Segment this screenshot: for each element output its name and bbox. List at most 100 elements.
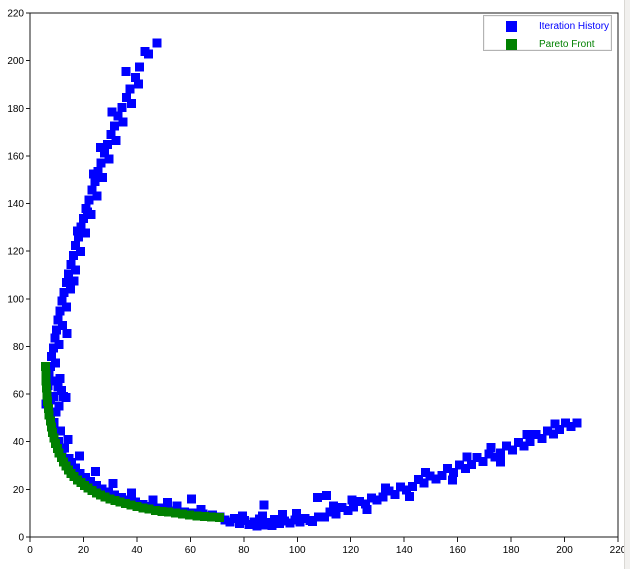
x-tick-label: 60: [185, 545, 197, 556]
scatter-point-pareto-front: [54, 448, 64, 458]
scatter-point-iteration-history: [522, 430, 532, 440]
scatter-point-iteration-history: [59, 288, 69, 298]
scatter-point-iteration-history: [319, 512, 329, 522]
scatter-point-iteration-history: [131, 72, 141, 82]
scatter-point-iteration-history: [117, 103, 127, 113]
scatter-point-iteration-history: [566, 421, 576, 431]
scatter-point-iteration-history: [252, 521, 262, 531]
scatter-point-pareto-front: [207, 512, 217, 522]
scatter-point-iteration-history: [57, 296, 67, 306]
scatter-point-iteration-history: [113, 111, 123, 121]
scatter-point-iteration-history: [45, 362, 55, 372]
pareto-front-marker-icon: [506, 39, 517, 50]
scatter-point-iteration-history: [237, 511, 247, 521]
y-tick-label: 20: [13, 485, 25, 496]
scatter-point-iteration-history: [90, 467, 100, 476]
scatter-point-pareto-front: [115, 497, 125, 507]
scatter-point-iteration-history: [55, 426, 65, 436]
scatter-point-iteration-history: [402, 485, 412, 495]
scatter-point-pareto-front: [163, 507, 173, 517]
scatter-point-iteration-history: [75, 469, 85, 479]
scatter-point-iteration-history: [87, 185, 97, 195]
scatter-point-pareto-front: [199, 512, 209, 522]
scatter-point-iteration-history: [407, 481, 417, 491]
scatter-point-iteration-history: [519, 441, 529, 451]
scatter-point-iteration-history: [91, 480, 101, 490]
scatter-point-pareto-front: [46, 422, 56, 432]
scatter-point-iteration-history: [66, 259, 76, 269]
scatter-point-iteration-history: [572, 418, 582, 428]
scatter-point-iteration-history: [70, 265, 80, 275]
scatter-point-pareto-front: [44, 410, 54, 420]
scatter-point-iteration-history: [230, 513, 240, 523]
scatter-point-iteration-history: [96, 158, 106, 168]
scatter-point-iteration-history: [125, 84, 135, 94]
scatter-point-iteration-history: [104, 154, 114, 164]
scatter-point-pareto-front: [42, 383, 52, 393]
scatter-point-iteration-history: [490, 452, 500, 462]
y-tick-label: 0: [18, 533, 24, 544]
window-right-edge: [624, 0, 630, 569]
scatter-point-iteration-history: [103, 487, 113, 497]
scatter-point-iteration-history: [496, 448, 506, 458]
scatter-point-pareto-front: [49, 433, 59, 443]
scatter-point-iteration-history: [55, 306, 65, 316]
scatter-point-iteration-history: [431, 474, 441, 484]
scatter-point-iteration-history: [127, 488, 137, 498]
scatter-point-iteration-history: [220, 515, 230, 525]
scatter-point-iteration-history: [525, 436, 535, 446]
scatter-point-iteration-history: [89, 169, 99, 179]
scatter-point-iteration-history: [295, 517, 305, 527]
scatter-point-iteration-history: [278, 510, 288, 520]
scatter-point-iteration-history: [290, 515, 300, 525]
scatter-point-iteration-history: [61, 302, 71, 312]
scatter-point-iteration-history: [337, 502, 347, 512]
x-tick-label: 80: [238, 545, 250, 556]
scatter-point-pareto-front: [42, 390, 52, 400]
scatter-point-iteration-history: [135, 62, 145, 72]
scatter-point-iteration-history: [54, 401, 64, 411]
scatter-point-iteration-history: [235, 519, 245, 529]
x-tick-label: 200: [556, 545, 573, 556]
scatter-point-iteration-history: [81, 228, 91, 238]
x-tick-label: 20: [78, 545, 90, 556]
scatter-point-iteration-history: [55, 374, 65, 384]
scatter-point-iteration-history: [99, 148, 109, 158]
scatter-point-iteration-history: [537, 433, 547, 443]
scatter-point-iteration-history: [259, 500, 269, 510]
scatter-point-iteration-history: [280, 516, 290, 526]
x-tick-label: 0: [27, 545, 33, 556]
scatter-point-pareto-front: [48, 428, 58, 438]
scatter-point-iteration-history: [267, 520, 277, 530]
scatter-point-pareto-front: [170, 508, 180, 518]
scatter-point-iteration-history: [550, 419, 560, 429]
scatter-point-pareto-front: [41, 376, 51, 386]
scatter-point-iteration-history: [126, 99, 136, 109]
plot-frame: [29, 12, 619, 538]
scatter-point-iteration-history: [61, 278, 71, 288]
scatter-point-iteration-history: [86, 477, 96, 487]
scatter-point-iteration-history: [531, 430, 541, 440]
y-tick-label: 200: [7, 56, 24, 67]
scatter-point-iteration-history: [152, 38, 162, 48]
scatter-point-pareto-front: [100, 492, 110, 502]
y-tick-label: 80: [13, 342, 25, 353]
legend: Iteration History Pareto Front: [483, 15, 612, 51]
y-tick-label: 40: [13, 437, 25, 448]
scatter-point-pareto-front: [41, 362, 51, 372]
scatter-point-iteration-history: [51, 407, 61, 417]
scatter-point-pareto-front: [144, 504, 154, 514]
scatter-point-iteration-history: [355, 496, 365, 506]
scatter-point-iteration-history: [48, 343, 58, 353]
scatter-point-iteration-history: [57, 321, 67, 331]
scatter-point-iteration-history: [84, 195, 94, 205]
scatter-point-iteration-history: [331, 509, 341, 519]
scatter-point-iteration-history: [360, 499, 370, 509]
scatter-point-iteration-history: [413, 475, 423, 485]
iteration-history-marker-icon: [506, 21, 517, 32]
scatter-point-iteration-history: [72, 226, 82, 236]
scatter-point-pareto-front: [126, 500, 136, 510]
scatter-point-iteration-history: [308, 516, 318, 526]
y-tick-label: 60: [13, 390, 25, 401]
y-tick-label: 140: [7, 199, 24, 210]
